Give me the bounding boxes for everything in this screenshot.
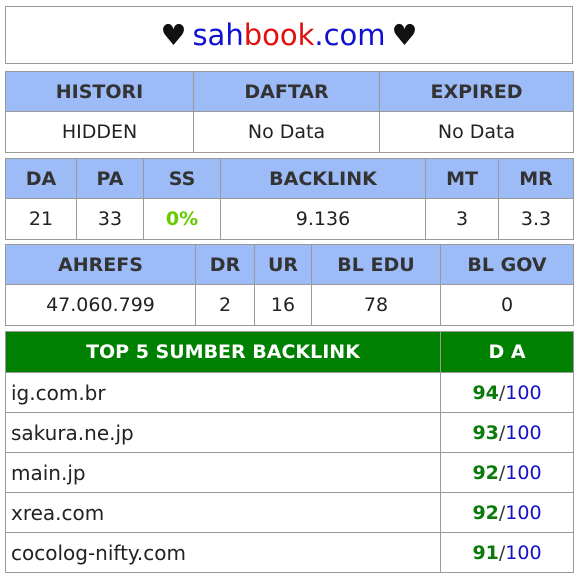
value-expired: No Data [379, 111, 574, 153]
table-row: sakura.ne.jp 93/100 [5, 412, 574, 453]
header-bl-edu: BL EDU [311, 244, 441, 285]
header-mt: MT [425, 158, 499, 199]
backlink-da: 92/100 [440, 492, 574, 533]
value-ahrefs: 47.060.799 [5, 284, 196, 326]
header-expired: EXPIRED [379, 71, 574, 112]
heart-icon-right: ♥ [391, 18, 418, 52]
value-bl-edu: 78 [311, 284, 441, 326]
value-bl-gov: 0 [440, 284, 574, 326]
da-score: 92 [472, 501, 499, 524]
da-max: 100 [505, 421, 542, 444]
header-mr: MR [498, 158, 574, 199]
header-ss: SS [143, 158, 221, 199]
header-backlink: BACKLINK [220, 158, 426, 199]
header-pa: PA [76, 158, 144, 199]
value-daftar: No Data [193, 111, 380, 153]
table-row: cocolog-nifty.com 91/100 [5, 532, 574, 573]
backlink-da: 91/100 [440, 532, 574, 573]
backlink-da: 93/100 [440, 412, 574, 453]
site-title: ♥ sah book .com ♥ [5, 6, 573, 64]
backlink-site: main.jp [5, 452, 441, 493]
backlink-site: cocolog-nifty.com [5, 532, 441, 573]
value-dr: 2 [195, 284, 255, 326]
da-score: 91 [472, 541, 499, 564]
table-row: main.jp 92/100 [5, 452, 574, 493]
header-top-sources: TOP 5 SUMBER BACKLINK [5, 331, 441, 373]
table-row: xrea.com 92/100 [5, 492, 574, 533]
title-part-com: .com [314, 18, 386, 52]
backlink-da: 94/100 [440, 372, 574, 413]
ahrefs-table: AHREFS DR UR BL EDU BL GOV 47.060.799 2 … [5, 244, 574, 326]
value-mr: 3.3 [498, 198, 574, 240]
top-backlinks-table: TOP 5 SUMBER BACKLINK D A ig.com.br 94/1… [5, 331, 574, 573]
header-ahrefs: AHREFS [5, 244, 196, 285]
value-ur: 16 [254, 284, 312, 326]
value-histori: HIDDEN [5, 111, 194, 153]
da-max: 100 [505, 461, 542, 484]
value-mt: 3 [425, 198, 499, 240]
header-daftar: DAFTAR [193, 71, 380, 112]
header-bl-gov: BL GOV [440, 244, 574, 285]
header-histori: HISTORI [5, 71, 194, 112]
value-pa: 33 [76, 198, 144, 240]
header-da: DA [5, 158, 77, 199]
da-max: 100 [505, 501, 542, 524]
da-score: 93 [472, 421, 499, 444]
domain-status-table: HISTORI DAFTAR EXPIRED HIDDEN No Data No… [5, 71, 574, 153]
backlink-site: ig.com.br [5, 372, 441, 413]
da-score: 94 [472, 381, 499, 404]
metrics-table: DA PA SS BACKLINK MT MR 21 33 0% 9.136 3… [5, 158, 574, 240]
backlink-site: sakura.ne.jp [5, 412, 441, 453]
title-part-sah: sah [192, 18, 244, 52]
da-max: 100 [505, 541, 542, 564]
backlink-site: xrea.com [5, 492, 441, 533]
da-max: 100 [505, 381, 542, 404]
backlink-da: 92/100 [440, 452, 574, 493]
header-dr: DR [195, 244, 255, 285]
header-ur: UR [254, 244, 312, 285]
value-da: 21 [5, 198, 77, 240]
heart-icon-left: ♥ [160, 18, 187, 52]
value-backlink: 9.136 [220, 198, 426, 240]
title-part-book: book [243, 18, 315, 52]
header-da-score: D A [440, 331, 574, 373]
table-row: ig.com.br 94/100 [5, 372, 574, 413]
da-score: 92 [472, 461, 499, 484]
value-ss: 0% [143, 198, 221, 240]
